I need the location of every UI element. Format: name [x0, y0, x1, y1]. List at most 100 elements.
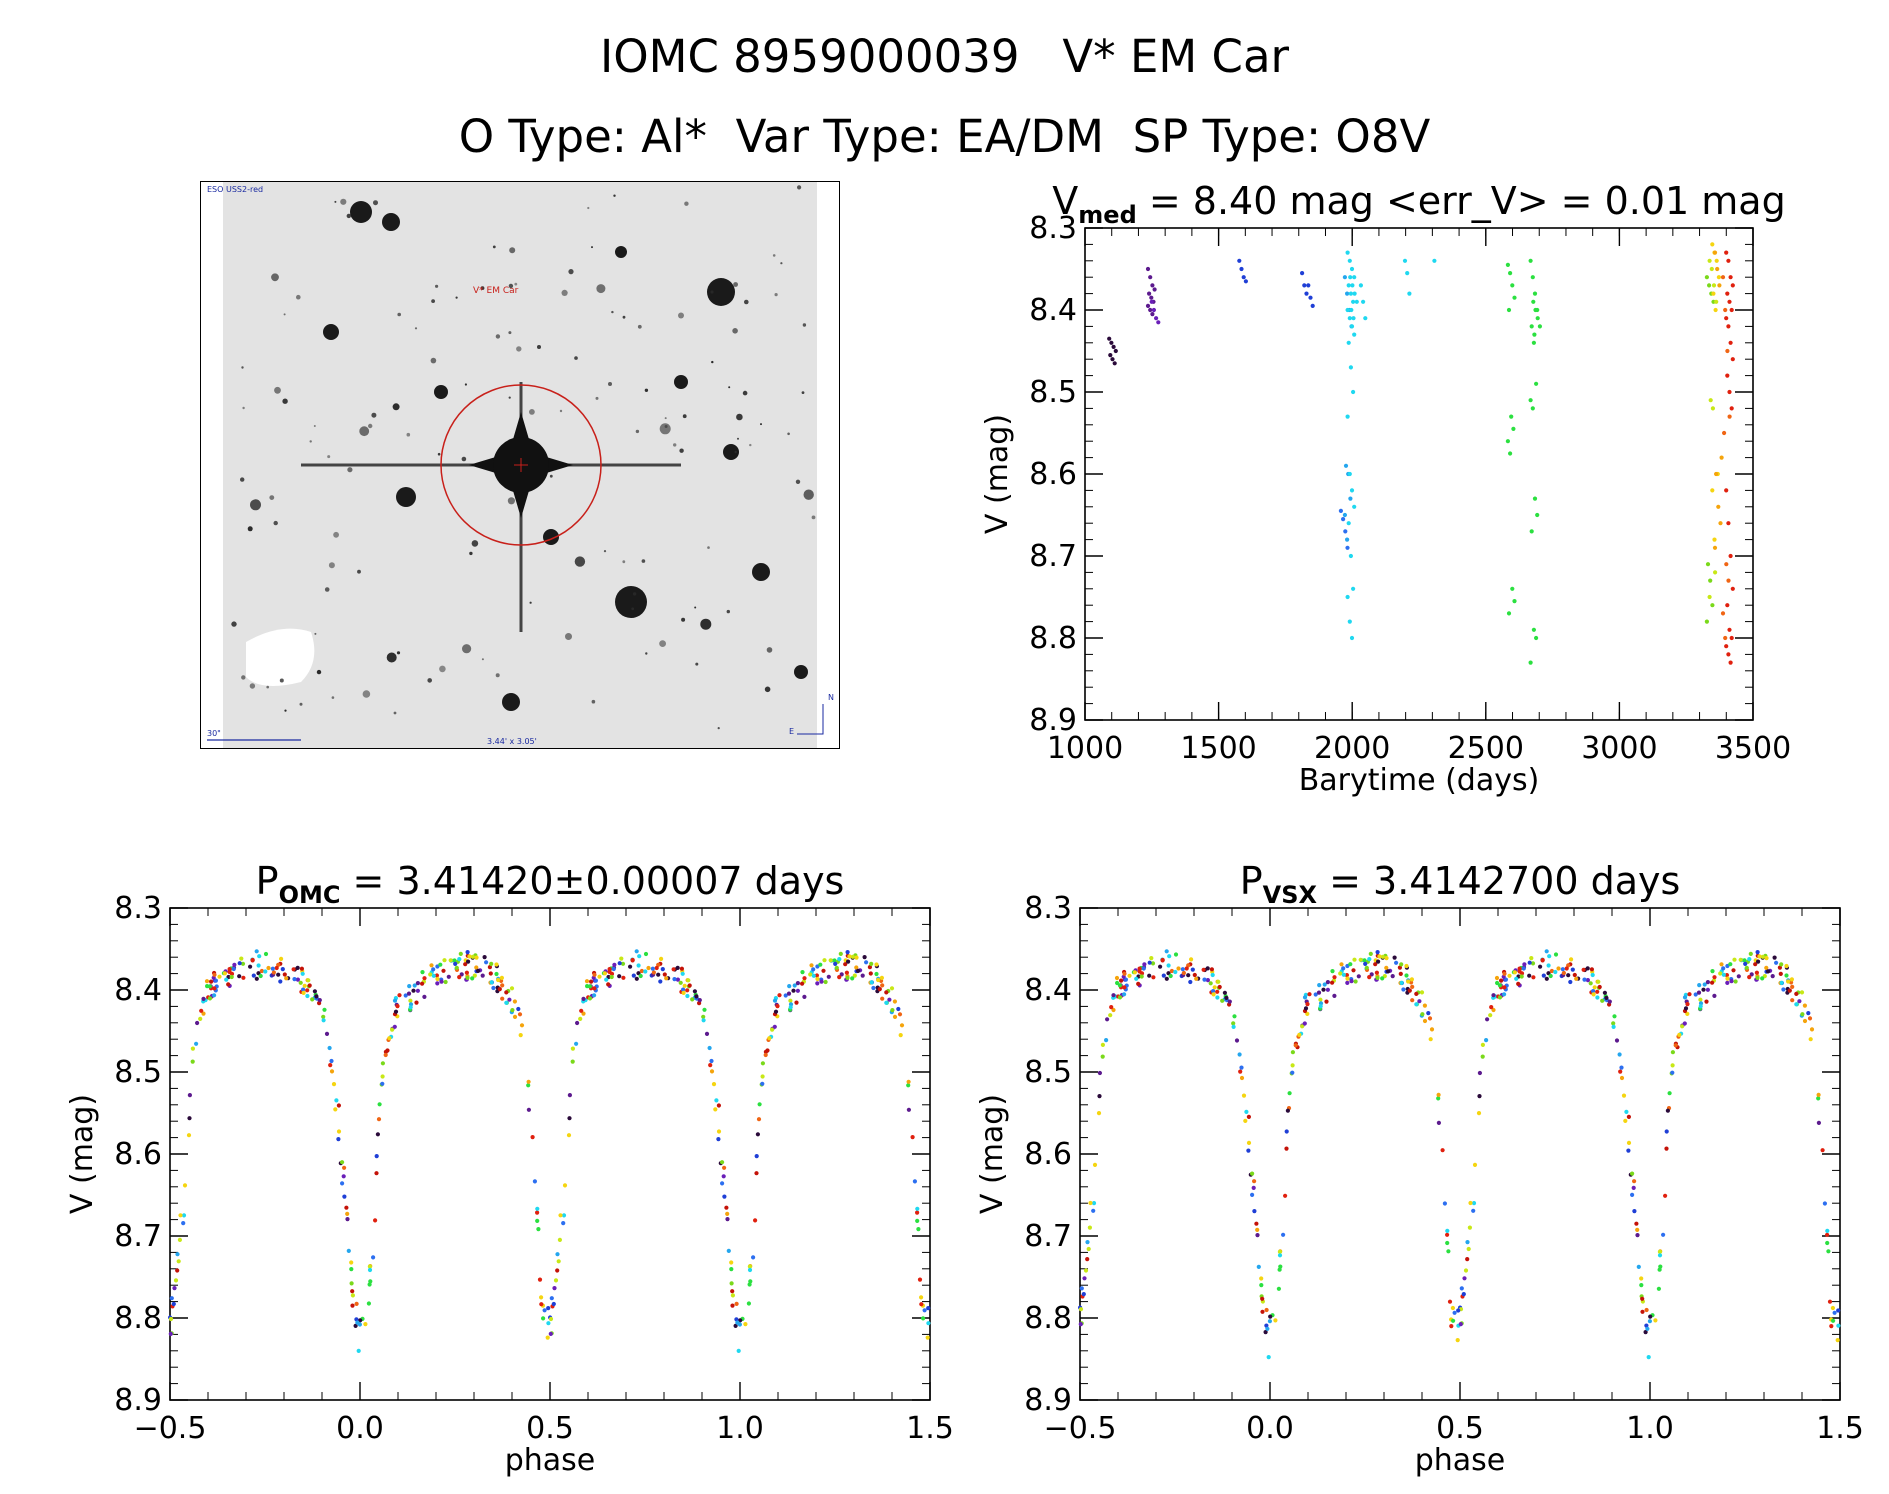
data-point [1342, 275, 1347, 280]
data-point [1729, 635, 1734, 641]
data-point [415, 988, 420, 993]
data-point [465, 975, 470, 980]
data-point [1784, 973, 1789, 978]
data-point [1790, 984, 1795, 989]
data-point [181, 1213, 187, 1218]
data-point [1252, 1179, 1257, 1184]
data-point [609, 971, 615, 976]
data-point [570, 1059, 575, 1064]
data-point [367, 1264, 372, 1269]
data-point [1277, 1249, 1282, 1254]
field-star [568, 269, 574, 275]
data-point [678, 980, 683, 985]
data-point [1150, 312, 1155, 317]
field-star [462, 644, 472, 654]
data-point [1712, 537, 1717, 542]
data-point [828, 958, 833, 963]
data-point [919, 1302, 924, 1307]
data-point [1346, 340, 1351, 345]
data-point [1349, 635, 1355, 641]
data-point [675, 965, 680, 970]
data-point [504, 1000, 509, 1005]
data-point [833, 961, 838, 966]
data-point [1088, 1200, 1093, 1206]
data-point [1345, 980, 1350, 985]
data-point [681, 990, 686, 995]
data-point [232, 962, 237, 967]
field-star [622, 315, 626, 319]
data-point [1728, 553, 1733, 559]
data-point [1161, 973, 1166, 978]
data-point [329, 1058, 334, 1064]
data-point [484, 960, 489, 965]
data-point [1531, 340, 1536, 345]
data-point [539, 1295, 544, 1300]
data-point [1532, 496, 1538, 501]
data-point [1211, 989, 1216, 994]
x-tick-label: 1.5 [906, 1411, 954, 1446]
y-tick-label: 8.9 [1024, 1383, 1072, 1418]
data-point [480, 973, 485, 978]
data-point [604, 977, 609, 982]
field-star [299, 702, 303, 706]
field-star [737, 437, 739, 440]
field-star [679, 448, 684, 453]
data-point [1108, 353, 1113, 358]
data-point [747, 1264, 753, 1269]
data-point [497, 987, 502, 992]
data-point [556, 1259, 561, 1264]
field-star [396, 487, 416, 507]
data-point [1529, 529, 1534, 534]
data-point [474, 955, 479, 960]
data-point [552, 1286, 557, 1291]
data-point [1205, 978, 1210, 983]
data-point [1569, 957, 1574, 962]
data-point [441, 968, 446, 973]
data-point [1682, 995, 1688, 1000]
data-point [1316, 990, 1322, 995]
data-point [877, 987, 882, 992]
data-point [1634, 1221, 1639, 1226]
data-point [1724, 562, 1729, 567]
data-point [1147, 291, 1152, 296]
field-star [559, 409, 563, 413]
data-point [509, 986, 515, 991]
data-point [1231, 1024, 1236, 1029]
data-point [1653, 1318, 1658, 1323]
data-point [1485, 1017, 1490, 1022]
data-point [1432, 258, 1437, 263]
data-point [1728, 275, 1733, 280]
data-point [1548, 973, 1553, 979]
data-point [1345, 594, 1350, 600]
data-point [1726, 258, 1731, 263]
data-point [1541, 973, 1546, 978]
data-point [852, 973, 857, 978]
field-star [684, 201, 689, 206]
data-point [207, 996, 213, 1001]
data-point [767, 1036, 772, 1041]
data-point [1721, 972, 1726, 977]
data-point [1244, 1109, 1249, 1114]
field-star [710, 290, 714, 294]
lightcurve-chart: 1000 1500 2000 2500 3000 3500 8.3 8.4 8.5 8.6 8.7 8… [980, 179, 1791, 798]
target-star [301, 382, 681, 632]
data-point [1188, 979, 1193, 985]
data-point [526, 1107, 531, 1112]
data-point [1255, 1233, 1260, 1238]
data-point [1147, 973, 1152, 978]
field-star [508, 396, 511, 399]
data-point [376, 1117, 382, 1122]
data-point [1816, 1092, 1821, 1097]
data-point [209, 979, 214, 984]
data-point [1284, 1129, 1289, 1134]
data-point [1707, 283, 1712, 288]
data-point [730, 1289, 735, 1294]
data-point [795, 981, 801, 986]
data-point [1436, 1096, 1441, 1101]
data-point [201, 996, 206, 1001]
data-point [1497, 995, 1503, 1000]
data-point [375, 1132, 380, 1137]
data-point [1302, 995, 1308, 1000]
field-star [241, 366, 244, 369]
data-point [1537, 324, 1542, 329]
